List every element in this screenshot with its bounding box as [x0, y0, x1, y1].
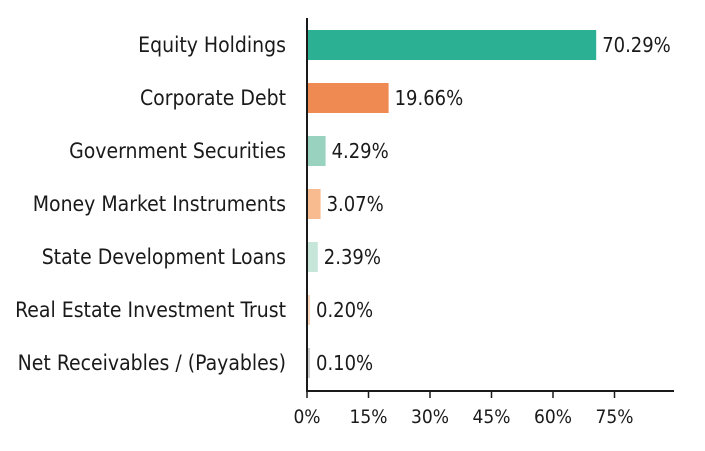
value-label: 19.66%: [395, 86, 464, 110]
labels-layer: Equity Holdings 70.29% Corporate Debt 19.66…: [15, 33, 671, 375]
value-label: 3.07%: [327, 192, 384, 216]
bars-layer: [308, 30, 597, 378]
x-tick-label: 15%: [350, 406, 388, 428]
value-label: 0.20%: [316, 298, 373, 322]
bar-1: [308, 83, 389, 113]
x-tick-label: 0%: [293, 406, 320, 428]
category-label: Net Receivables / (Payables): [18, 351, 286, 375]
value-label: 4.29%: [332, 139, 389, 163]
bar-2: [308, 136, 326, 166]
category-label: State Development Loans: [42, 245, 286, 269]
x-tick-label: 60%: [534, 406, 572, 428]
category-label: Corporate Debt: [140, 86, 286, 110]
category-label: Government Securities: [69, 139, 286, 163]
bar-5: [308, 295, 310, 325]
x-tick-label: 75%: [596, 406, 634, 428]
bar-4: [308, 242, 318, 272]
category-label: Equity Holdings: [138, 33, 286, 57]
value-label: 70.29%: [602, 33, 671, 57]
category-label: Money Market Instruments: [33, 192, 286, 216]
bar-3: [308, 189, 321, 219]
value-label: 2.39%: [324, 245, 381, 269]
x-tick-label: 45%: [473, 406, 511, 428]
x-tick-label: 30%: [411, 406, 449, 428]
ticks-layer: 0% 15% 30% 45% 60% 75%: [293, 391, 634, 428]
bar-6: [308, 348, 310, 378]
bar-0: [308, 30, 597, 60]
category-label: Real Estate Investment Trust: [15, 298, 286, 322]
value-label: 0.10%: [316, 351, 373, 375]
